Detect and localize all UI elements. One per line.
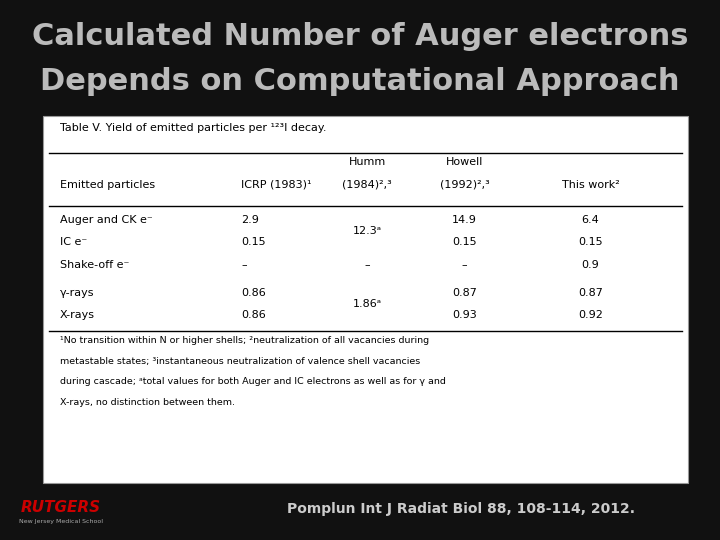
Text: γ-rays: γ-rays (60, 288, 94, 298)
Text: Shake-off e⁻: Shake-off e⁻ (60, 260, 129, 270)
Text: 6.4: 6.4 (582, 215, 599, 225)
Text: This work²: This work² (562, 180, 619, 190)
Text: Calculated Number of Auger electrons: Calculated Number of Auger electrons (32, 22, 688, 51)
Text: X-rays, no distinction between them.: X-rays, no distinction between them. (60, 398, 235, 407)
Text: 0.9: 0.9 (582, 260, 599, 270)
Text: X-rays: X-rays (60, 310, 95, 320)
Text: Table V. Yield of emitted particles per ¹²³I decay.: Table V. Yield of emitted particles per … (60, 123, 326, 133)
Text: 0.15: 0.15 (578, 238, 603, 247)
Text: RUTGERS: RUTGERS (21, 500, 102, 515)
Text: (1992)²,³: (1992)²,³ (439, 180, 490, 190)
Text: 0.86: 0.86 (241, 288, 266, 298)
Text: 0.15: 0.15 (241, 238, 266, 247)
Text: Auger and CK e⁻: Auger and CK e⁻ (60, 215, 153, 225)
Text: metastable states; ³instantaneous neutralization of valence shell vacancies: metastable states; ³instantaneous neutra… (60, 357, 420, 366)
FancyBboxPatch shape (43, 116, 688, 483)
Text: IC e⁻: IC e⁻ (60, 238, 87, 247)
Text: Pomplun Int J Radiat Biol 88, 108-114, 2012.: Pomplun Int J Radiat Biol 88, 108-114, 2… (287, 502, 635, 516)
Text: 14.9: 14.9 (452, 215, 477, 225)
Text: ICRP (1983)¹: ICRP (1983)¹ (241, 180, 312, 190)
Text: 1.86ᵃ: 1.86ᵃ (353, 299, 382, 309)
Text: Humm: Humm (348, 157, 386, 167)
Text: 0.93: 0.93 (452, 310, 477, 320)
Text: Depends on Computational Approach: Depends on Computational Approach (40, 68, 680, 97)
Text: 2.9: 2.9 (241, 215, 259, 225)
Text: 0.92: 0.92 (578, 310, 603, 320)
Text: –: – (364, 260, 370, 270)
Text: 0.86: 0.86 (241, 310, 266, 320)
Text: (1984)²,³: (1984)²,³ (342, 180, 392, 190)
Text: –: – (462, 260, 467, 270)
Text: ¹No transition within N or higher shells; ²neutralization of all vacancies durin: ¹No transition within N or higher shells… (60, 336, 429, 346)
Text: 0.87: 0.87 (452, 288, 477, 298)
Text: New Jersey Medical School: New Jersey Medical School (19, 519, 103, 524)
Text: –: – (241, 260, 247, 270)
Text: during cascade; ᵃtotal values for both Auger and IC electrons as well as for γ a: during cascade; ᵃtotal values for both A… (60, 377, 446, 387)
Text: Howell: Howell (446, 157, 483, 167)
Text: 0.15: 0.15 (452, 238, 477, 247)
Text: Emitted particles: Emitted particles (60, 180, 155, 190)
Text: 12.3ᵃ: 12.3ᵃ (353, 226, 382, 236)
Text: 0.87: 0.87 (578, 288, 603, 298)
